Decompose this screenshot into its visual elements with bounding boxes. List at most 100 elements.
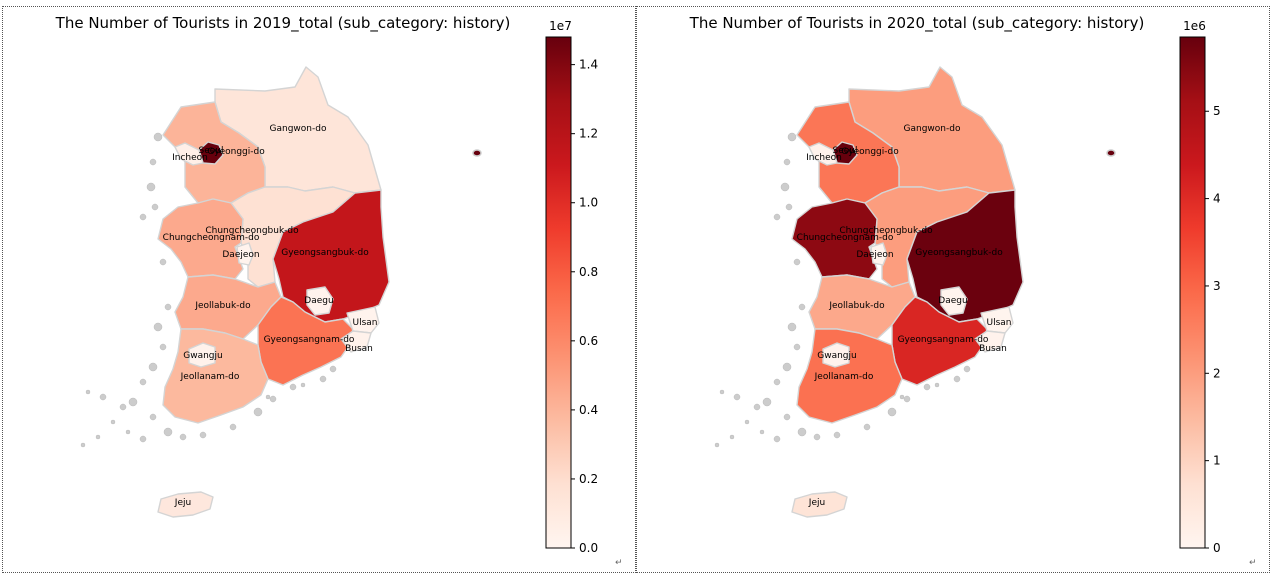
colorbar-tick-label: 0.8 xyxy=(579,265,598,279)
island-shape xyxy=(159,343,167,351)
island-shape xyxy=(793,258,801,266)
island-shape xyxy=(159,258,167,266)
map-panel-2020: The Number of Tourists in 2020_total (su… xyxy=(636,6,1270,573)
colorbar-tick-label: 1.0 xyxy=(579,196,598,210)
label-daejeon: Daejeon xyxy=(856,250,893,260)
island-shape xyxy=(269,395,277,403)
map-panel-2019: The Number of Tourists in 2019_total (su… xyxy=(2,6,636,573)
island-shape xyxy=(753,403,761,411)
island-shape xyxy=(151,203,159,211)
island-shape xyxy=(773,213,781,221)
colorbar-frame xyxy=(545,36,572,549)
label-incheon: Incheon xyxy=(806,153,842,163)
island-shape xyxy=(153,322,163,332)
island-shape xyxy=(253,407,263,417)
map-title-2020: The Number of Tourists in 2020_total (su… xyxy=(689,14,1145,33)
island-shape xyxy=(863,423,871,431)
minor-islands xyxy=(80,132,337,448)
choropleth-map-2020: The Number of Tourists in 2020_total (su… xyxy=(689,14,1257,568)
region-gwangju xyxy=(822,342,850,368)
label-daegu: Daegu xyxy=(304,296,333,306)
label-chungcheongbuk-do: Chungcheongbuk-do xyxy=(205,226,299,236)
island-shape xyxy=(146,182,156,192)
colorbar-frame xyxy=(1179,36,1206,549)
island-shape xyxy=(759,429,765,435)
colorbar-tick-label: 5 xyxy=(1213,104,1221,118)
island-shape xyxy=(128,397,138,407)
colorbar-multiplier: 1e6 xyxy=(1183,19,1206,33)
island-shape xyxy=(153,132,163,142)
island-shape xyxy=(149,158,157,166)
label-busan: Busan xyxy=(345,344,373,354)
colorbar-tick-label: 1.2 xyxy=(579,127,598,141)
island-shape xyxy=(787,322,797,332)
label-chungcheongnam-do: Chungcheongnam-do xyxy=(797,233,894,243)
region-label-layer: Gangwon-do Gyeonggi-do Chungcheongbuk-doCh… xyxy=(163,124,378,508)
island-shape xyxy=(953,375,961,383)
island-shape xyxy=(798,303,806,311)
island-shape xyxy=(797,427,807,437)
label-chungcheongnam-do: Chungcheongnam-do xyxy=(163,233,260,243)
region-incheon xyxy=(808,142,838,166)
label-incheon: Incheon xyxy=(172,153,208,163)
map-title-2019: The Number of Tourists in 2019_total (su… xyxy=(55,14,511,33)
region-label-layer: Gangwon-do Gyeonggi-do Chungcheongbuk-doCh… xyxy=(797,124,1012,508)
island-shape xyxy=(148,362,158,372)
region-ulsan xyxy=(346,306,380,334)
minor-islands xyxy=(714,132,971,448)
region-daejeon xyxy=(236,242,254,266)
island-shape xyxy=(787,132,797,142)
region-jeju xyxy=(157,491,214,518)
island-shape xyxy=(329,365,337,373)
label-gangwon-do: Gangwon-do xyxy=(904,124,961,134)
region-ulsan xyxy=(980,306,1014,334)
island-shape xyxy=(85,389,91,395)
region-layer xyxy=(157,66,390,518)
return-mark-icon: ↵ xyxy=(615,558,623,568)
island-shape xyxy=(229,423,237,431)
region-layer xyxy=(791,66,1024,518)
island-shape xyxy=(139,378,147,386)
region-busan xyxy=(340,330,372,353)
label-jeju: Jeju xyxy=(808,498,825,508)
island-shape xyxy=(744,419,750,425)
label-gwangju: Gwangju xyxy=(183,351,222,361)
region-incheon xyxy=(174,142,204,166)
colorbar-tick-label: 0.4 xyxy=(579,403,598,417)
island-shape xyxy=(887,407,897,417)
island-shape xyxy=(289,383,297,391)
label-chungcheongbuk-do: Chungcheongbuk-do xyxy=(839,226,933,236)
colorbar-gradient xyxy=(1180,37,1205,548)
region-daegu xyxy=(940,286,968,316)
region-daegu xyxy=(306,286,334,316)
island-shape xyxy=(719,389,725,395)
island-shape xyxy=(773,435,781,443)
region-busan xyxy=(974,330,1006,353)
label-jeollabuk-do: Jeollabuk-do xyxy=(828,301,885,311)
island-shape xyxy=(163,427,173,437)
island-shape xyxy=(300,382,306,388)
island-shape xyxy=(319,375,327,383)
island-shape xyxy=(119,403,127,411)
island-shape xyxy=(934,382,940,388)
island-shape xyxy=(265,394,271,400)
island-shape xyxy=(99,393,107,401)
colorbar-tick-label: 2 xyxy=(1213,366,1221,380)
island-shape xyxy=(149,413,157,421)
island-shape xyxy=(785,203,793,211)
island-shape xyxy=(773,378,781,386)
region-jeju xyxy=(791,491,848,518)
label-gwangju: Gwangju xyxy=(817,351,856,361)
island-shape xyxy=(963,365,971,373)
island-shape xyxy=(179,433,187,441)
region-gwangju xyxy=(188,342,216,368)
island-shape xyxy=(833,431,841,439)
island-shape xyxy=(783,413,791,421)
island-shape xyxy=(780,182,790,192)
island-shape xyxy=(714,442,720,448)
colorbar-tick-label: 3 xyxy=(1213,279,1221,293)
colorbar-tick-label: 1 xyxy=(1213,454,1221,468)
colorbar-tick-label: 0 xyxy=(1213,541,1221,555)
colorbar-gradient xyxy=(546,37,571,548)
